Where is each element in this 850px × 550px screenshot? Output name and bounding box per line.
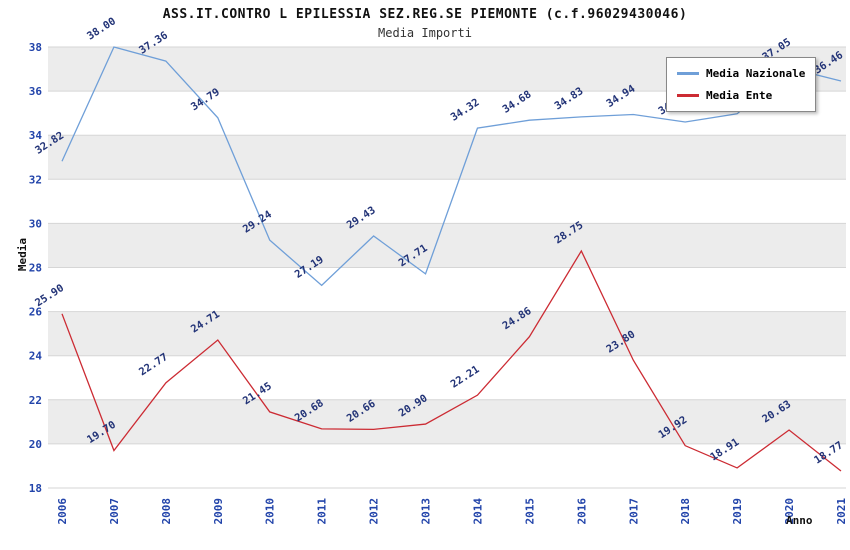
legend: Media Nazionale Media Ente xyxy=(666,57,817,112)
x-tick-label: 2008 xyxy=(160,498,173,525)
y-tick-label: 32 xyxy=(29,173,42,186)
x-tick-label: 2010 xyxy=(264,498,277,525)
series-line-media-nazionale xyxy=(61,46,842,287)
plot-band xyxy=(48,223,846,268)
legend-item-media-nazionale: Media Nazionale xyxy=(677,67,805,80)
x-tick-label: 2011 xyxy=(316,498,329,525)
y-tick-label: 38 xyxy=(29,41,42,54)
x-tick-label: 2012 xyxy=(368,498,381,525)
y-tick-label: 24 xyxy=(29,350,43,363)
plot-band xyxy=(48,311,846,356)
legend-label-media-ente: Media Ente xyxy=(706,89,773,102)
point-label: 38.00 xyxy=(85,15,118,42)
red-line-marker-icon xyxy=(677,94,699,97)
x-tick-label: 2020 xyxy=(783,498,796,525)
plot-band xyxy=(48,443,846,488)
y-tick-label: 18 xyxy=(29,482,42,495)
x-tick-label: 2014 xyxy=(471,498,484,525)
legend-item-media-ente: Media Ente xyxy=(677,89,805,102)
plot-band xyxy=(48,267,846,312)
x-axis-title: Anno xyxy=(786,514,813,527)
x-tick-label: 2019 xyxy=(731,498,744,525)
y-tick-label: 36 xyxy=(29,85,43,98)
x-tick-label: 2018 xyxy=(679,498,692,525)
y-tick-label: 22 xyxy=(29,394,42,407)
plot-band xyxy=(48,399,846,444)
plot-band xyxy=(48,179,846,224)
y-tick-label: 26 xyxy=(29,306,43,319)
chart-subtitle: Media Importi xyxy=(378,26,472,40)
y-tick-label: 28 xyxy=(29,262,42,275)
y-axis-title: Media xyxy=(16,238,29,272)
x-tick-label: 2009 xyxy=(212,498,225,525)
plot-band xyxy=(48,355,846,400)
x-tick-label: 2015 xyxy=(523,498,536,525)
x-tick-label: 2006 xyxy=(56,498,69,525)
plot-band xyxy=(48,135,846,180)
legend-label-media-nazionale: Media Nazionale xyxy=(706,67,806,80)
x-tick-label: 2016 xyxy=(575,498,588,525)
y-tick-label: 20 xyxy=(29,438,42,451)
x-tick-label: 2007 xyxy=(108,498,121,525)
blue-line-marker-icon xyxy=(677,72,699,75)
x-tick-label: 2013 xyxy=(420,498,433,525)
x-tick-label: 2017 xyxy=(627,498,640,525)
y-tick-label: 34 xyxy=(29,129,43,142)
x-tick-label: 2021 xyxy=(835,498,848,525)
chart-title: ASS.IT.CONTRO L EPILESSIA SEZ.REG.SE PIE… xyxy=(162,7,688,22)
series-line-media-ente xyxy=(61,249,842,472)
y-tick-label: 30 xyxy=(29,217,42,230)
